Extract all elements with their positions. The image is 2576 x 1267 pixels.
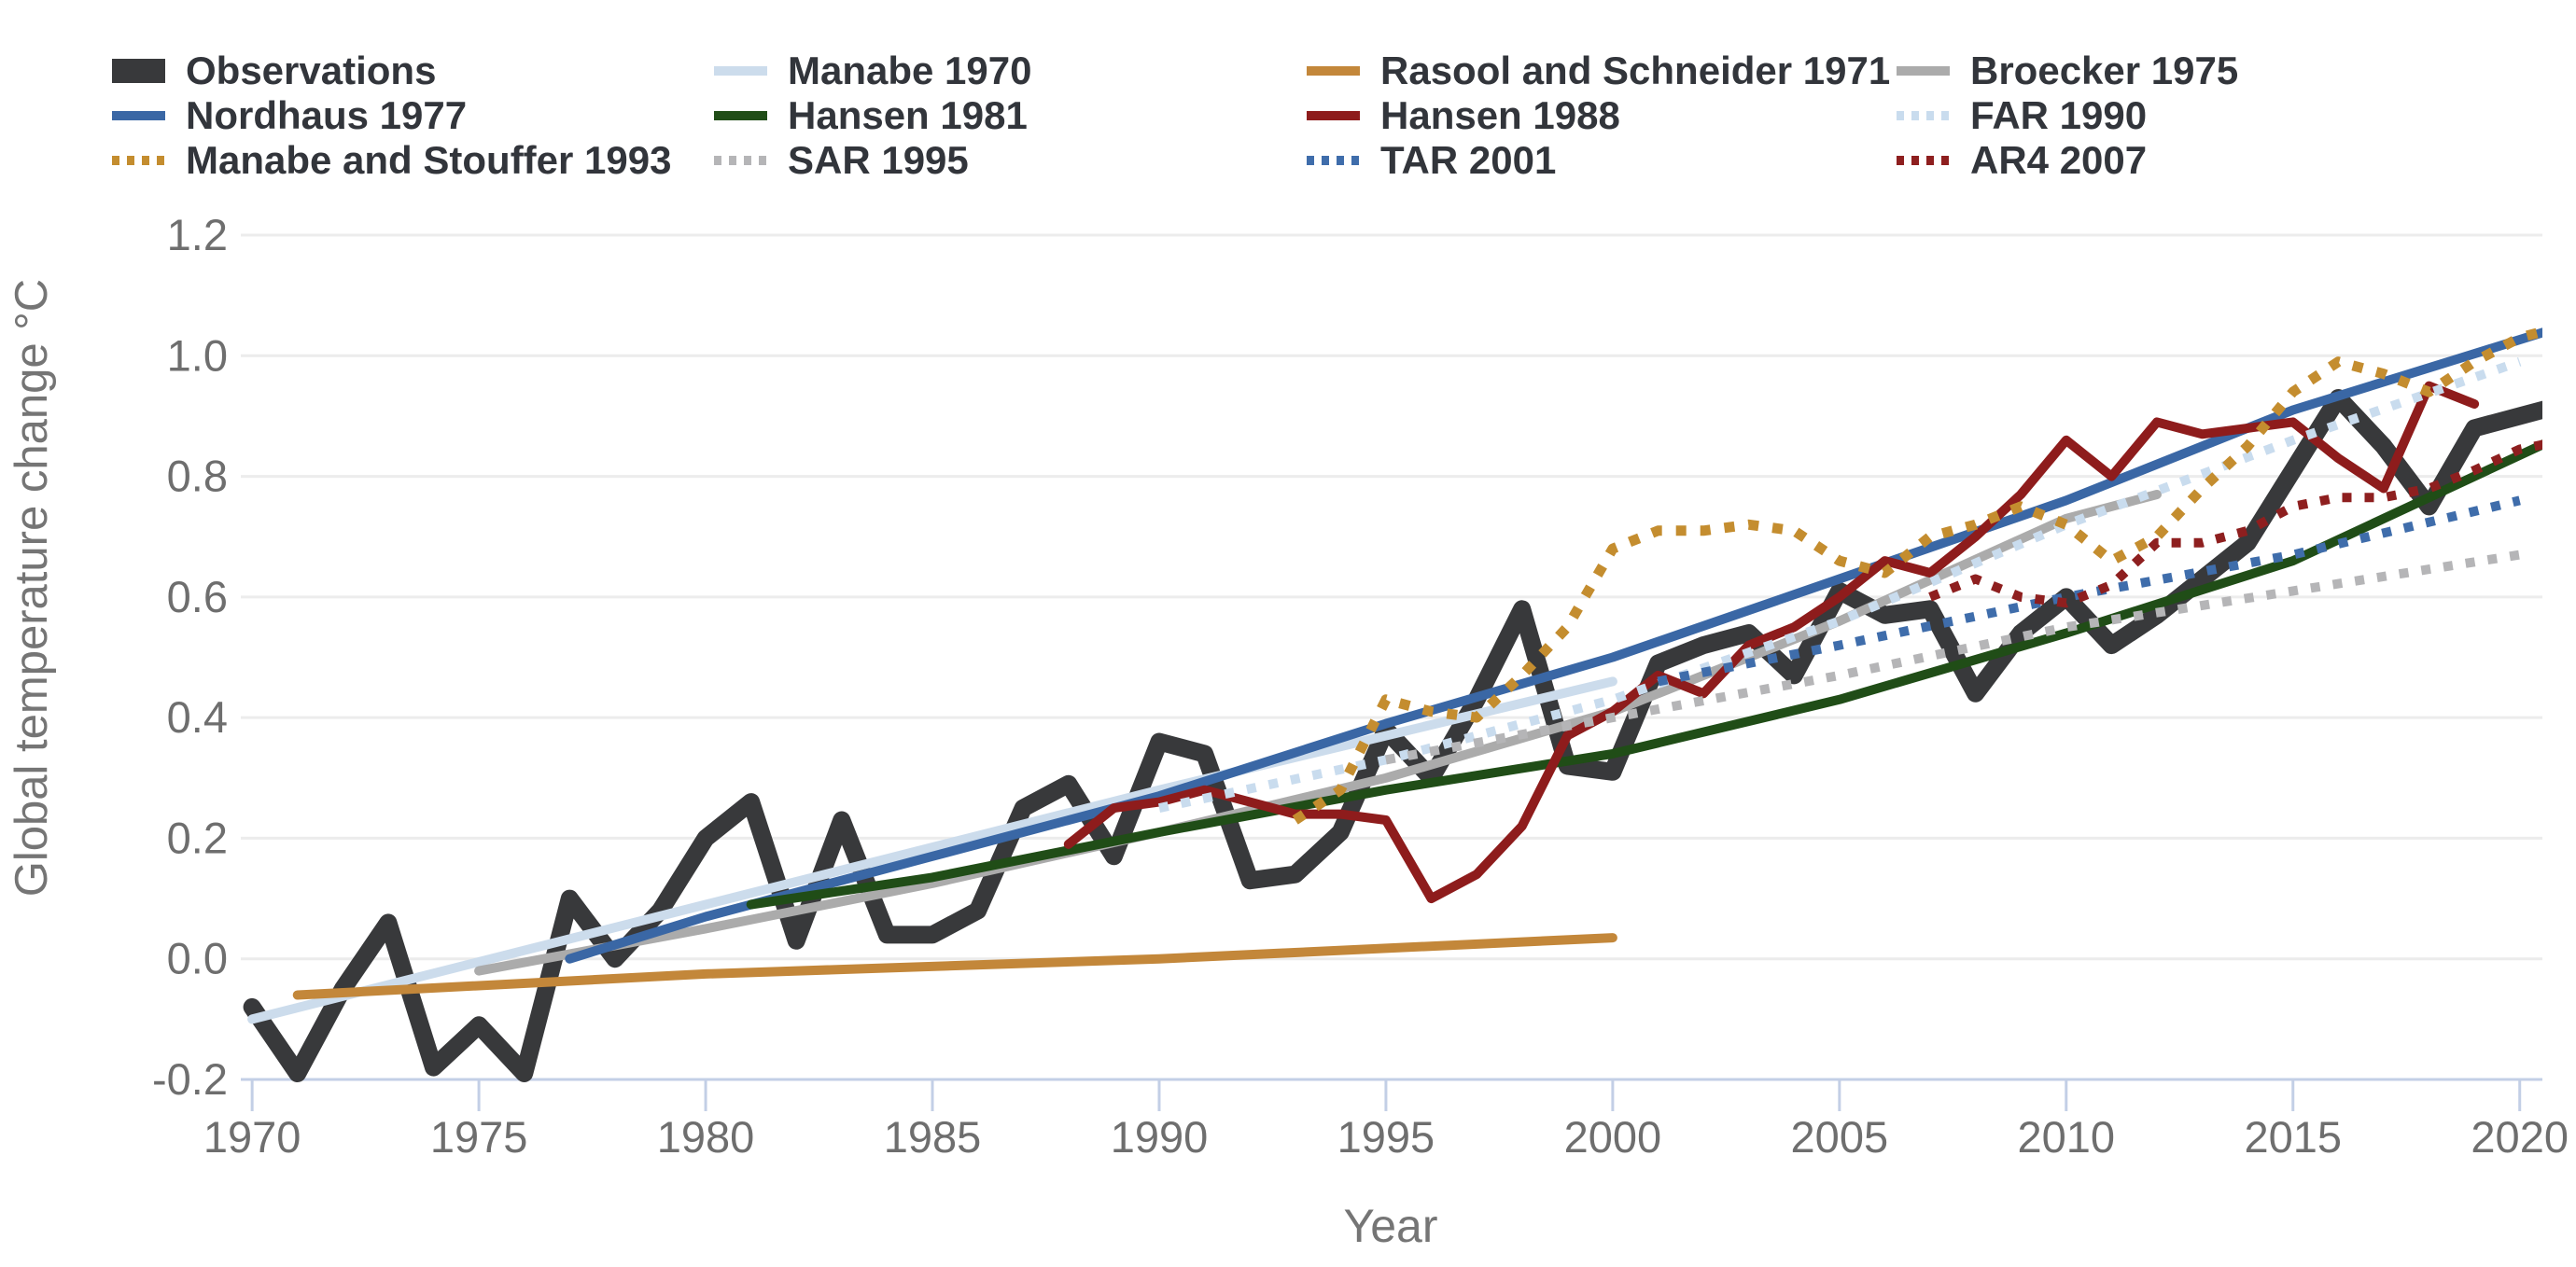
y-tick-label: 0.0 xyxy=(167,934,228,983)
legend: Observations Manabe 1970 Rasool and Schnei… xyxy=(0,0,2576,196)
y-tick-label: 1.2 xyxy=(167,210,228,259)
series-nordhaus-1977 xyxy=(565,327,2542,964)
y-tick-label: 0.6 xyxy=(167,572,228,621)
legend-label: SAR 1995 xyxy=(788,138,969,182)
legend-item-ar4-2007: AR4 2007 xyxy=(1897,140,2147,181)
legend-item-tar-2001: TAR 2001 xyxy=(1307,140,1556,181)
legend-item-hansen-1988: Hansen 1988 xyxy=(1307,95,1620,136)
legend-item-hansen-1981: Hansen 1981 xyxy=(714,95,1028,136)
legend-label: Manabe 1970 xyxy=(788,49,1032,92)
legend-swatch-line-icon xyxy=(714,111,767,120)
x-tick-label: 1990 xyxy=(1111,1112,1209,1162)
legend-label: Manabe and Stouffer 1993 xyxy=(186,138,672,182)
x-tick-label: 1985 xyxy=(884,1112,982,1162)
y-tick-label: 1.0 xyxy=(167,330,228,380)
legend-swatch-line-icon xyxy=(714,66,767,76)
legend-swatch-line-icon xyxy=(112,111,165,120)
x-tick-label: 2020 xyxy=(2471,1112,2569,1162)
legend-swatch-line-icon xyxy=(1897,66,1950,76)
legend-swatch-line-icon xyxy=(1307,66,1360,76)
legend-swatch-line-icon xyxy=(112,59,165,83)
legend-label: AR4 2007 xyxy=(1970,138,2148,182)
series-broecker-1975 xyxy=(474,490,2162,976)
legend-item-manabe-and-stouffer-1993: Manabe and Stouffer 1993 xyxy=(112,140,671,181)
legend-swatch-line-icon xyxy=(1307,111,1360,120)
legend-label: Nordhaus 1977 xyxy=(186,93,468,137)
legend-label: TAR 2001 xyxy=(1380,138,1557,182)
x-tick-label: 2005 xyxy=(1791,1112,1889,1162)
legend-item-manabe-1970: Manabe 1970 xyxy=(714,50,1031,91)
x-tick-label: 1995 xyxy=(1337,1112,1435,1162)
y-tick-label: 0.8 xyxy=(167,452,228,501)
legend-item-broecker-1975: Broecker 1975 xyxy=(1897,50,2238,91)
legend-item-nordhaus-1977: Nordhaus 1977 xyxy=(112,95,467,136)
x-tick-label: 2015 xyxy=(2244,1112,2342,1162)
series-hansen-1981 xyxy=(746,439,2542,910)
legend-label: Observations xyxy=(186,49,437,92)
y-tick-label: 0.2 xyxy=(167,813,228,862)
series-manabe-and-stouffer-1993 xyxy=(1292,326,2542,825)
series-manabe-1970 xyxy=(247,676,1617,1024)
y-tick-label: -0.2 xyxy=(152,1054,228,1104)
legend-item-far-1990: FAR 1990 xyxy=(1897,95,2147,136)
x-tick-label: 2010 xyxy=(2018,1112,2116,1162)
series-rasool-and-schneider-1971 xyxy=(292,933,1617,1000)
series-observations xyxy=(243,389,2542,1082)
legend-label: Broecker 1975 xyxy=(1970,49,2239,92)
x-tick-label: 2000 xyxy=(1564,1112,1662,1162)
legend-label: Hansen 1988 xyxy=(1380,93,1620,137)
legend-label: Hansen 1981 xyxy=(788,93,1028,137)
series-ar4-2007 xyxy=(1928,439,2542,608)
legend-item-sar-1995: SAR 1995 xyxy=(714,140,969,181)
x-tick-label: 1970 xyxy=(203,1112,301,1162)
y-tick-label: 0.4 xyxy=(167,692,228,742)
legend-label: FAR 1990 xyxy=(1970,93,2148,137)
x-axis-title: Year xyxy=(1343,1200,1438,1252)
series-tar-2001 xyxy=(1657,495,2521,687)
legend-item-observations: Observations xyxy=(112,50,436,91)
legend-item-rasool-and-schneider-1971: Rasool and Schneider 1971 xyxy=(1307,50,1890,91)
x-tick-label: 1975 xyxy=(430,1112,528,1162)
legend-label: Rasool and Schneider 1971 xyxy=(1380,49,1891,92)
x-tick-label: 1980 xyxy=(657,1112,755,1162)
